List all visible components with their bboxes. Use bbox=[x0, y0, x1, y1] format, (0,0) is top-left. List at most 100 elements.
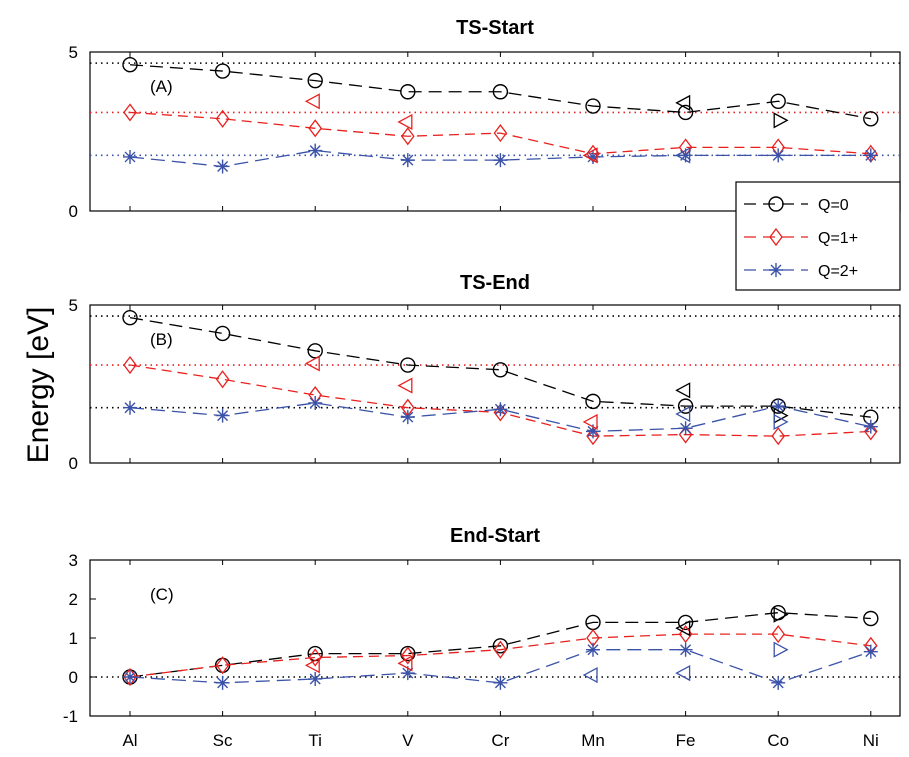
extra-marker bbox=[397, 113, 413, 131]
data-point bbox=[122, 309, 138, 326]
extra-marker bbox=[304, 93, 320, 110]
panels: TS-Start (A) 0 5 TS-End (B) 0 5 End-Start (C) -1 0 1… bbox=[63, 17, 901, 726]
data-point bbox=[678, 148, 693, 163]
y-tick-label: 5 bbox=[69, 43, 78, 62]
panel-title: TS-Start bbox=[456, 17, 534, 39]
x-tick-label: Cr bbox=[491, 731, 509, 750]
data-point bbox=[123, 670, 137, 684]
data-point bbox=[585, 393, 601, 410]
plot-frame bbox=[89, 304, 901, 464]
extra-marker bbox=[397, 655, 413, 672]
extra-marker bbox=[773, 112, 789, 129]
series-line bbox=[129, 149, 871, 168]
data-point bbox=[308, 671, 323, 686]
series-q2 bbox=[123, 642, 878, 690]
plot-frame bbox=[89, 51, 901, 212]
panel-letter: (A) bbox=[150, 77, 173, 96]
data-point bbox=[308, 395, 323, 410]
data-point bbox=[492, 84, 509, 100]
data-point bbox=[863, 610, 879, 627]
extra-marker bbox=[582, 413, 598, 431]
y-tick-label: 1 bbox=[69, 629, 78, 648]
legend-label: Q=0 bbox=[818, 197, 849, 214]
extra-marker bbox=[675, 620, 691, 637]
y-tick-label: 0 bbox=[69, 202, 78, 221]
data-point bbox=[214, 63, 231, 79]
data-point bbox=[400, 646, 415, 665]
data-point bbox=[677, 104, 694, 121]
series-q0 bbox=[122, 57, 879, 127]
y-tick-label: 0 bbox=[69, 454, 78, 473]
data-point bbox=[677, 614, 694, 631]
data-point bbox=[400, 410, 415, 425]
x-tick-label: Mn bbox=[581, 731, 605, 750]
legend-entry: Q=1+ bbox=[744, 227, 858, 247]
data-point bbox=[307, 72, 323, 89]
data-point bbox=[492, 362, 509, 378]
extra-marker bbox=[675, 147, 691, 164]
data-point bbox=[215, 370, 230, 389]
series-q0 bbox=[122, 309, 879, 425]
panel-1: TS-Start (A) 0 5 bbox=[69, 17, 901, 221]
legend-marker bbox=[769, 227, 783, 247]
data-point bbox=[493, 124, 508, 143]
y-tick-label: -1 bbox=[63, 707, 78, 726]
legend-entry: Q=0 bbox=[744, 196, 849, 214]
series-line bbox=[129, 633, 871, 678]
panel-letter: (B) bbox=[150, 330, 173, 349]
data-point bbox=[400, 84, 416, 100]
x-tick-label: Sc bbox=[213, 731, 233, 750]
data-point bbox=[493, 402, 508, 417]
data-point bbox=[214, 325, 231, 342]
data-point bbox=[400, 127, 415, 146]
data-point bbox=[771, 675, 786, 690]
legend-box bbox=[735, 181, 901, 291]
legend-entry: Q=2+ bbox=[744, 263, 858, 280]
data-point bbox=[492, 638, 509, 654]
data-point bbox=[863, 111, 879, 127]
series-line bbox=[129, 364, 871, 437]
series-q1 bbox=[123, 625, 878, 687]
legend-label: Q=1+ bbox=[818, 230, 858, 247]
x-tick-label: Fe bbox=[676, 731, 696, 750]
extra-marker bbox=[675, 405, 691, 423]
series-q1 bbox=[123, 355, 878, 446]
data-point bbox=[122, 57, 138, 73]
data-point bbox=[586, 424, 600, 439]
extra-marker bbox=[582, 666, 598, 684]
data-point bbox=[215, 408, 230, 423]
plot-frame bbox=[89, 559, 901, 717]
data-point bbox=[863, 419, 878, 434]
y-tick-label: 2 bbox=[69, 590, 78, 609]
extra-marker bbox=[773, 606, 789, 623]
data-point bbox=[215, 159, 230, 174]
data-point bbox=[400, 666, 415, 681]
data-point bbox=[863, 148, 878, 163]
data-point bbox=[123, 400, 137, 415]
x-tick-label: Ni bbox=[863, 731, 879, 750]
data-point bbox=[771, 625, 786, 644]
extra-marker bbox=[675, 382, 691, 399]
data-point bbox=[123, 103, 137, 122]
y-tick-label: 5 bbox=[69, 296, 78, 315]
data-point bbox=[771, 399, 786, 414]
data-point bbox=[586, 642, 600, 657]
extra-marker bbox=[675, 665, 691, 682]
data-point bbox=[677, 398, 694, 414]
data-point bbox=[307, 343, 323, 359]
legend-label: Q=2+ bbox=[818, 263, 858, 280]
data-point bbox=[308, 143, 323, 158]
extra-marker bbox=[773, 413, 789, 431]
data-point bbox=[400, 357, 416, 373]
series-q2 bbox=[123, 395, 878, 439]
x-tick-label: Co bbox=[767, 731, 789, 750]
y-tick-label: 0 bbox=[69, 668, 78, 687]
series-q0 bbox=[122, 604, 879, 685]
series-line bbox=[129, 64, 871, 120]
extra-marker bbox=[675, 94, 691, 111]
data-point bbox=[493, 153, 508, 168]
data-point bbox=[493, 640, 508, 659]
data-point bbox=[123, 667, 137, 687]
panel-title: TS-End bbox=[460, 272, 530, 294]
